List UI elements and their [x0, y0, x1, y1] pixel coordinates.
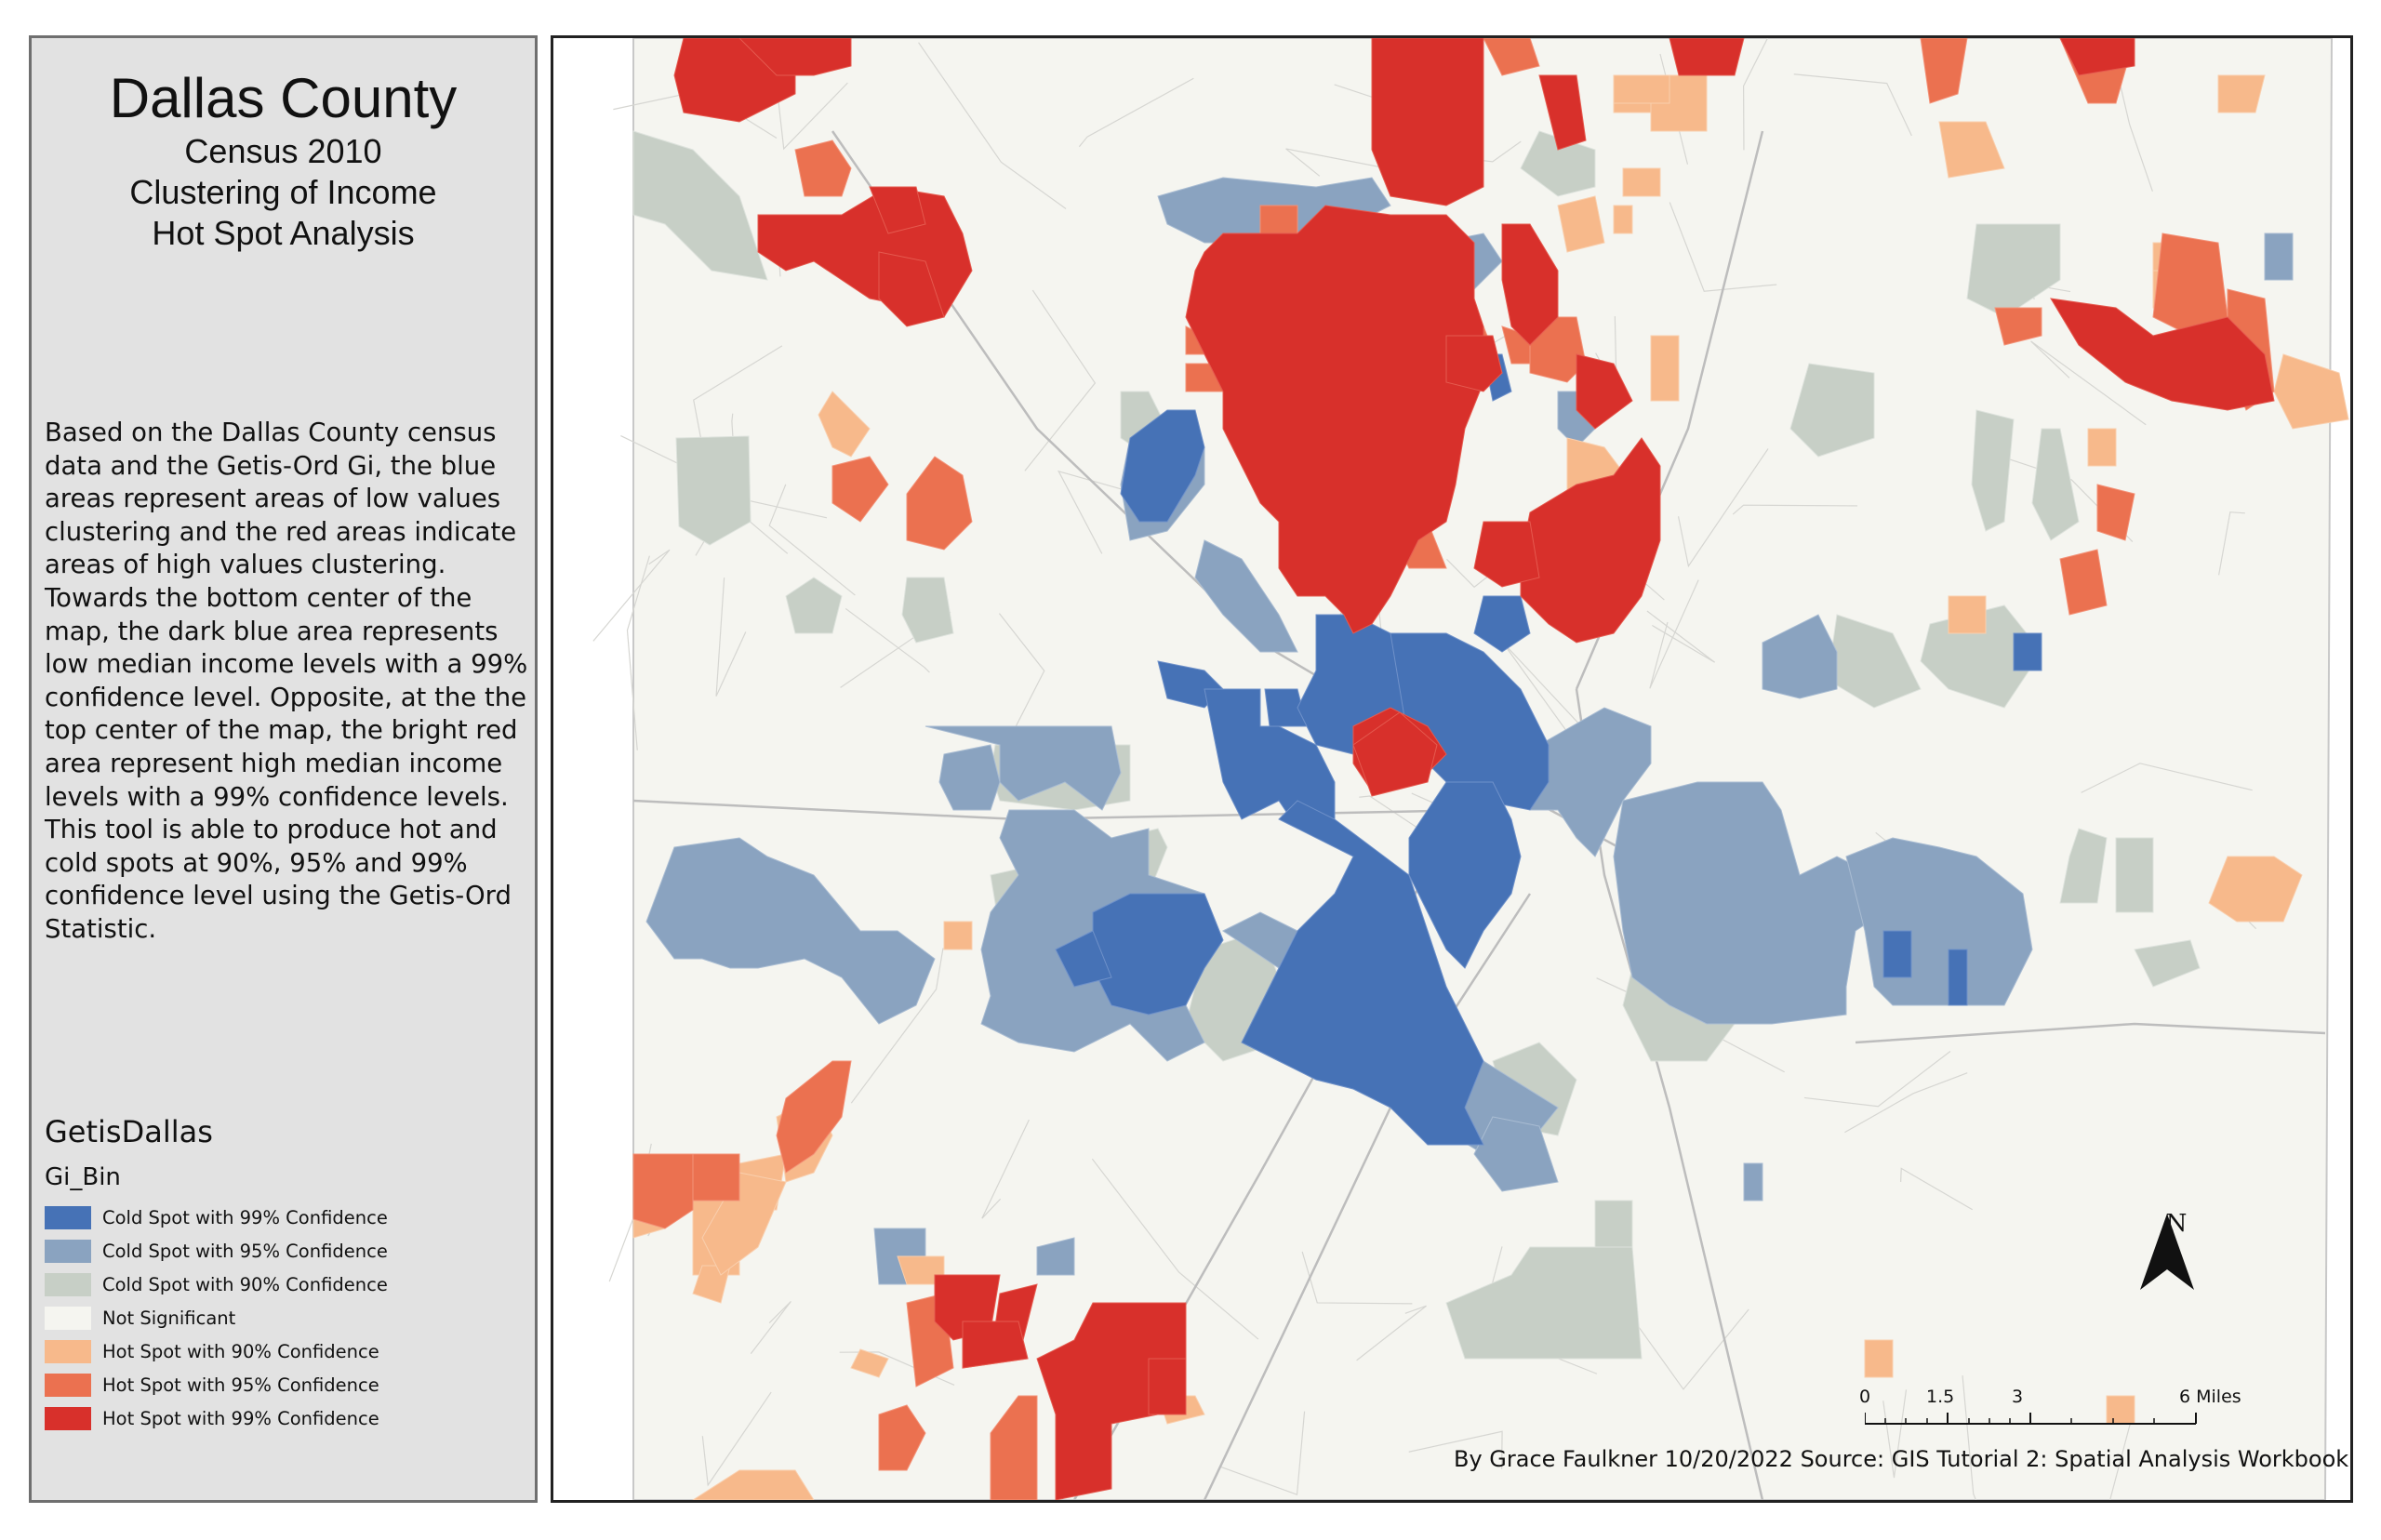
- legend-item: Cold Spot with 90% Confidence: [45, 1268, 528, 1301]
- title-block: Dallas County Census 2010 Clustering of …: [32, 66, 535, 254]
- scale-bar-graphic: [1865, 1413, 2197, 1425]
- legend-swatch: [45, 1239, 91, 1263]
- legend-item: Cold Spot with 95% Confidence: [45, 1234, 528, 1268]
- map-description: Based on the Dallas County census data a…: [45, 418, 528, 944]
- legend-label: Hot Spot with 95% Confidence: [102, 1374, 379, 1396]
- legend-panel: Dallas County Census 2010 Clustering of …: [29, 35, 538, 1503]
- map-credit: By Grace Faulkner 10/20/2022 Source: GIS…: [1454, 1446, 2349, 1472]
- legend-swatch: [45, 1339, 91, 1363]
- scale-tick-1-5: 1.5: [1926, 1387, 1955, 1407]
- hot-spot-99: [673, 38, 2275, 1500]
- hot-spot-downtown: [1352, 711, 1438, 797]
- legend-item: Hot Spot with 99% Confidence: [45, 1401, 528, 1435]
- map-subtitle-analysis: Hot Spot Analysis: [152, 214, 415, 252]
- scale-tick-3: 3: [2012, 1387, 2024, 1407]
- legend-swatch: [45, 1373, 91, 1397]
- legend-label: Hot Spot with 90% Confidence: [102, 1340, 379, 1362]
- map-subtitle-clustering: Clustering of Income: [129, 173, 437, 211]
- map-subtitle-census: Census 2010: [184, 132, 382, 170]
- hot-spot-95: [632, 38, 2275, 1500]
- legend-item: Hot Spot with 95% Confidence: [45, 1368, 528, 1401]
- legend-item: Cold Spot with 99% Confidence: [45, 1201, 528, 1234]
- legend-label: Hot Spot with 99% Confidence: [102, 1407, 379, 1429]
- north-arrow: N: [2135, 1210, 2218, 1290]
- legend-swatch: [45, 1306, 91, 1330]
- legend-field-name: Gi_Bin: [45, 1163, 121, 1191]
- north-arrow-icon: [2140, 1214, 2194, 1290]
- legend-label: Cold Spot with 90% Confidence: [102, 1273, 388, 1295]
- cold-spot-99: [1055, 353, 2042, 1146]
- legend-layer-name: GetisDallas: [45, 1114, 213, 1149]
- map-legend: GetisDallas Gi_Bin Cold Spot with 99% Co…: [45, 1113, 528, 1435]
- legend-item: Not Significant: [45, 1301, 528, 1334]
- legend-swatch: [45, 1272, 91, 1296]
- legend-label: Not Significant: [102, 1307, 236, 1329]
- scale-bar: 0 1.5 3 6 Miles: [1859, 1387, 2255, 1442]
- legend-label: Cold Spot with 95% Confidence: [102, 1240, 388, 1262]
- legend-item: Hot Spot with 90% Confidence: [45, 1334, 528, 1368]
- map-title: Dallas County: [109, 67, 458, 129]
- legend-swatch: [45, 1406, 91, 1430]
- legend-items: Cold Spot with 99% Confidence Cold Spot w…: [45, 1201, 528, 1435]
- map-canvas[interactable]: [553, 38, 2350, 1500]
- scale-tick-0: 0: [1859, 1387, 1871, 1407]
- legend-label: Cold Spot with 99% Confidence: [102, 1206, 388, 1228]
- map-frame[interactable]: N 0 1.5 3 6 Miles By Grace Faulkner 10/: [551, 35, 2353, 1503]
- scale-tick-6-miles: 6 Miles: [2179, 1387, 2241, 1407]
- legend-swatch: [45, 1205, 91, 1229]
